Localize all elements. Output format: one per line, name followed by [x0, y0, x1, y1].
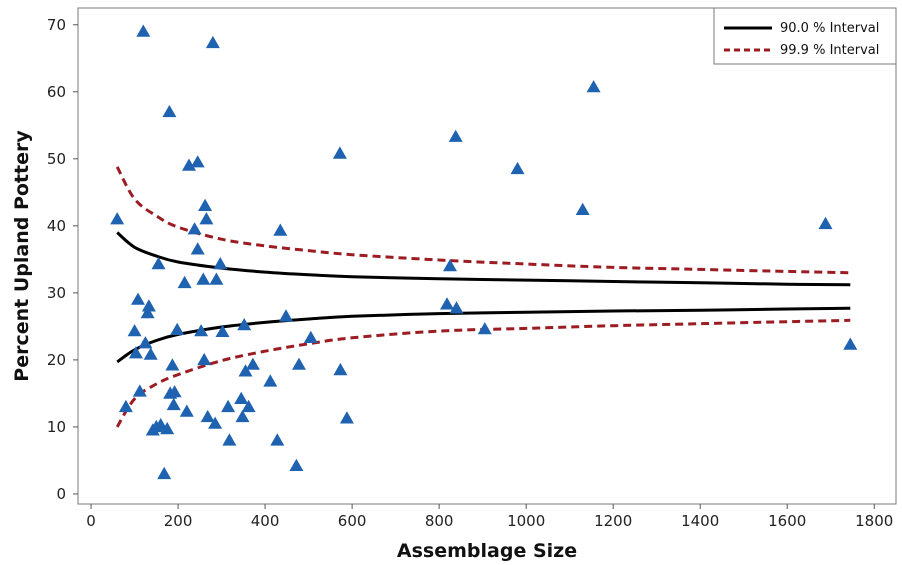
y-tick-label: 50	[47, 150, 66, 168]
y-tick-label: 0	[56, 485, 66, 503]
x-tick-label: 1200	[594, 512, 632, 530]
axis-ticks: 0 200 400 600 800 1000 1200 1400 1600 1800 0 10 20 30…	[47, 16, 893, 530]
data-point-triangle	[160, 421, 175, 435]
data-point-triangle	[209, 272, 224, 285]
data-points	[110, 24, 858, 480]
data-point-triangle	[194, 324, 209, 337]
data-point-triangle	[221, 399, 236, 413]
data-point-triangle	[245, 357, 260, 370]
data-point-triangle	[167, 385, 182, 398]
data-point-triangle	[215, 324, 230, 337]
data-point-triangle	[208, 416, 223, 429]
x-tick-label: 1800	[855, 512, 893, 530]
data-point-triangle	[153, 417, 168, 431]
interval-90-upper-line	[116, 231, 851, 287]
x-axis-title: Assemblage Size	[397, 540, 577, 562]
x-tick-label: 0	[86, 512, 96, 530]
data-point-triangle	[143, 347, 158, 360]
data-point-triangle	[332, 146, 347, 159]
x-tick-label: 1400	[681, 512, 719, 530]
data-point-triangle	[205, 35, 220, 49]
data-point-triangle	[235, 409, 250, 423]
data-point-triangle	[162, 104, 177, 118]
data-point-triangle	[443, 259, 457, 272]
data-point-triangle	[292, 357, 306, 370]
data-point-triangle	[575, 202, 590, 215]
data-point-triangle	[440, 297, 454, 310]
data-point-triangle	[157, 466, 172, 480]
data-point-triangle	[222, 433, 237, 446]
data-point-triangle	[510, 161, 525, 175]
data-point-triangle	[187, 222, 202, 235]
data-point-triangle	[818, 216, 833, 230]
data-point-triangle	[131, 292, 145, 305]
data-point-triangle	[200, 409, 215, 423]
x-tick-label: 1600	[768, 512, 806, 530]
data-point-triangle	[165, 358, 180, 371]
legend: 90.0 % Interval 99.9 % Interval	[713, 7, 897, 65]
legend-label-999: 99.9 % Interval	[780, 43, 879, 58]
data-point-triangle	[166, 397, 181, 411]
data-point-triangle	[289, 458, 304, 471]
data-point-triangle	[234, 391, 249, 404]
interval-999-lower-line	[115, 318, 851, 428]
interval-999-upper-line	[115, 166, 851, 275]
data-point-triangle	[237, 318, 252, 331]
data-point-triangle	[136, 24, 151, 37]
y-tick-label: 60	[47, 83, 66, 101]
data-point-triangle	[179, 404, 194, 417]
data-point-triangle	[213, 257, 228, 270]
data-point-triangle	[110, 212, 125, 225]
data-point-triangle	[270, 433, 285, 446]
data-point-triangle	[586, 80, 601, 93]
data-point-triangle	[182, 158, 196, 171]
data-point-triangle	[448, 129, 463, 142]
y-tick-label: 30	[47, 284, 66, 302]
data-point-triangle	[263, 374, 278, 387]
data-point-triangle	[140, 306, 155, 319]
data-point-triangle	[138, 336, 153, 349]
data-point-triangle	[449, 301, 464, 314]
data-point-triangle	[196, 272, 211, 285]
x-tick-label: 200	[164, 512, 193, 530]
data-point-triangle	[128, 346, 143, 359]
legend-box	[713, 7, 897, 65]
data-point-triangle	[339, 411, 354, 424]
interval-90-lower-line	[116, 306, 851, 364]
data-point-triangle	[241, 399, 256, 413]
y-tick-label: 70	[47, 16, 66, 34]
data-point-triangle	[151, 257, 166, 270]
data-point-triangle	[141, 299, 156, 312]
data-point-triangle	[199, 212, 214, 225]
data-point-triangle	[279, 309, 293, 322]
data-point-triangle	[197, 352, 212, 366]
x-tick-label: 1000	[507, 512, 545, 530]
data-point-triangle	[238, 364, 253, 377]
data-point-triangle	[273, 223, 288, 236]
data-point-triangle	[127, 324, 142, 337]
data-point-triangle	[118, 399, 133, 413]
x-tick-label: 800	[425, 512, 454, 530]
data-point-triangle	[190, 155, 205, 168]
data-point-triangle	[303, 330, 318, 343]
data-point-triangle	[843, 337, 858, 350]
data-point-triangle	[198, 198, 213, 211]
x-tick-label: 600	[338, 512, 367, 530]
legend-label-90: 90.0 % Interval	[780, 21, 879, 36]
data-point-triangle	[333, 362, 348, 376]
interval-curves	[115, 166, 851, 428]
data-point-triangle	[477, 322, 492, 335]
y-axis-title: Percent Upland Pottery	[11, 130, 33, 382]
x-tick-label: 400	[251, 512, 280, 530]
y-tick-label: 40	[47, 217, 66, 235]
plot-frame	[77, 7, 897, 505]
data-point-triangle	[170, 322, 185, 335]
data-point-triangle	[190, 242, 205, 255]
data-point-triangle	[132, 384, 147, 397]
y-tick-label: 10	[47, 418, 66, 436]
data-point-triangle	[177, 275, 192, 289]
y-tick-label: 20	[47, 351, 66, 369]
